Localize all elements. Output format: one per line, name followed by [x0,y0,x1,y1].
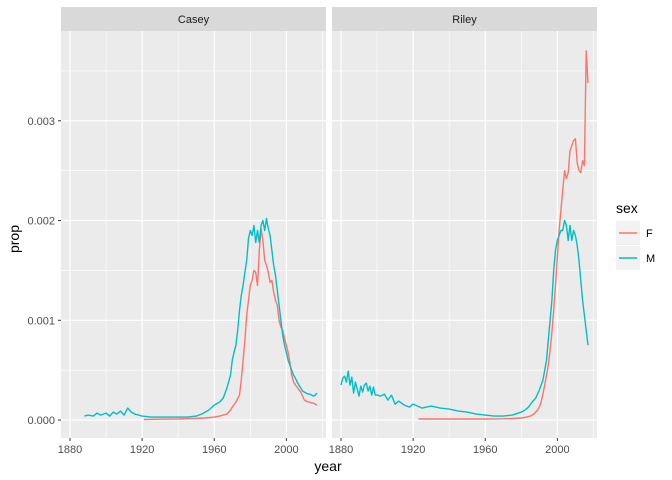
panel-riley: Riley 1880 1920 1960 2000 [329,7,597,456]
x-tick-label: 1960 [202,444,226,456]
legend-entry-f: F [616,221,653,245]
legend-label: F [646,228,653,240]
facet-strip-label: Casey [178,14,210,26]
legend-label: M [646,253,655,265]
series-line-f [418,50,589,420]
x-tick-label: 1920 [401,444,425,456]
y-axis-title: prop [6,225,22,253]
x-axis-title: year [314,458,342,474]
x-tick-label: 1920 [130,444,154,456]
x-tick-label: 1960 [473,444,497,456]
facet-strip [332,7,597,31]
x-tick-label: 2000 [545,444,569,456]
y-tick-label: 0.003 [27,116,55,128]
chart-axes: prop year [6,225,342,474]
chart-panels: Casey 1880 1920 1960 2000 0.000 0.001 0.002 0.00… [27,7,597,456]
facet-strip-label: Riley [452,14,477,26]
x-tick-label: 1880 [329,444,353,456]
legend-entry-m: M [616,246,655,270]
panel-casey: Casey 1880 1920 1960 2000 0.000 0.001 0.002 0.00… [27,7,326,456]
x-tick-label: 2000 [274,444,298,456]
series-line-f [143,227,318,421]
y-tick-label: 0.002 [27,216,55,228]
y-tick-label: 0.001 [27,315,55,327]
legend: sex F M [616,200,655,270]
y-tick-label: 0.000 [27,415,55,427]
series-line-m [84,217,318,418]
x-tick-label: 1880 [58,444,82,456]
facet-strip [61,7,326,31]
legend-title: sex [616,200,638,216]
series-line-m [340,219,589,417]
